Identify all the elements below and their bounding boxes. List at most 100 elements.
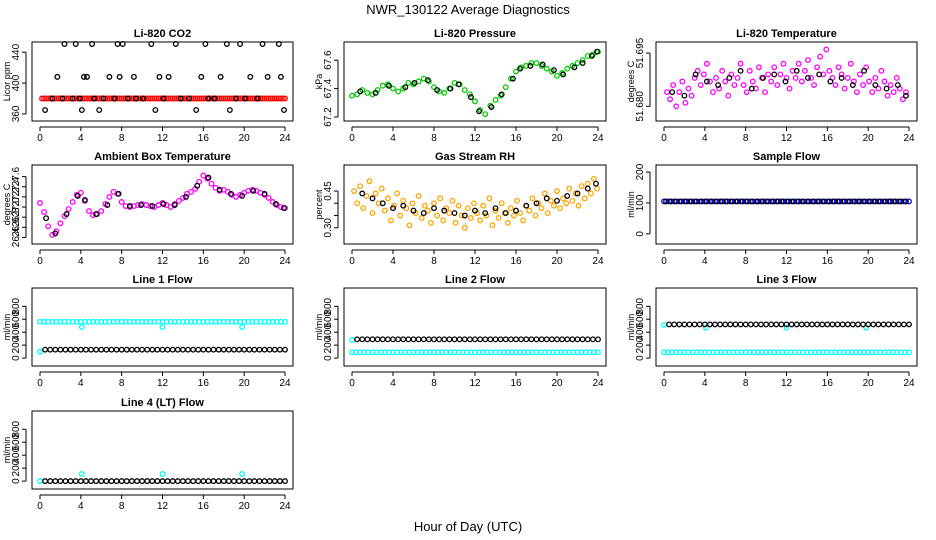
data-point [172, 41, 179, 47]
data-point [902, 89, 909, 96]
panel-title: Li-820 CO2 [134, 28, 191, 40]
x-tick-label: 12 [781, 256, 793, 267]
x-tick-label: 24 [903, 133, 915, 144]
data-point [829, 321, 836, 328]
data-point [471, 200, 477, 207]
data-point [528, 336, 535, 343]
data-point [76, 95, 83, 102]
data-point [574, 336, 581, 343]
y-tick-label: 800 [11, 297, 22, 314]
data-point [875, 321, 882, 328]
data-point [579, 57, 586, 64]
data-point [554, 72, 560, 79]
data-point [77, 478, 84, 485]
x-tick-label: 0 [37, 256, 43, 267]
data-point [574, 60, 581, 66]
data-point [574, 190, 581, 197]
chart-panel: Li-820 CO2 0 4 8 12 16 20 24 360 400 440 Licor ppm [2, 28, 294, 144]
data-point [174, 478, 181, 485]
data-point [247, 73, 254, 80]
data-point [513, 336, 519, 343]
data-point [277, 73, 284, 80]
x-tick-label: 16 [510, 133, 522, 144]
data-point [395, 88, 402, 95]
data-point [123, 346, 130, 353]
data-point [359, 190, 366, 197]
data-point [710, 89, 716, 96]
y-tick-label: 100 [635, 194, 646, 211]
x-tick-label: 24 [592, 256, 604, 267]
data-point [869, 89, 876, 96]
data-point [424, 77, 431, 84]
data-point [220, 346, 227, 353]
data-point [872, 82, 879, 88]
data-point [839, 321, 846, 328]
x-tick-label: 12 [781, 378, 793, 389]
data-point [140, 95, 147, 102]
y-axis-label: degrees C [2, 183, 12, 225]
data-point [424, 207, 431, 214]
data-point [381, 207, 388, 214]
data-point [906, 349, 912, 356]
data-point [236, 346, 243, 353]
data-point [179, 478, 186, 485]
data-point [67, 478, 74, 485]
data-point [405, 336, 412, 343]
data-point [902, 198, 909, 205]
data-point [357, 88, 364, 95]
data-point [533, 60, 540, 66]
data-point [801, 67, 808, 74]
data-point [477, 217, 484, 224]
x-tick-label: 0 [37, 378, 43, 389]
y-tick-label: 0.30 [323, 218, 334, 238]
data-point [118, 346, 125, 353]
x-tick-label: 8 [431, 378, 437, 389]
data-point [231, 346, 237, 353]
data-point [62, 478, 69, 485]
data-point [185, 346, 191, 353]
data-point [364, 89, 371, 96]
data-point [441, 336, 448, 343]
data-point [713, 74, 720, 81]
x-tick-label: 4 [390, 256, 396, 267]
y-tick-label: 600 [11, 310, 22, 327]
data-point [242, 95, 249, 102]
x-tick-label: 0 [661, 256, 667, 267]
data-point [149, 203, 156, 209]
data-point [884, 92, 891, 99]
data-point [138, 202, 145, 208]
data-point [456, 336, 463, 343]
x-tick-label: 12 [469, 256, 481, 267]
data-point [395, 336, 402, 343]
data-point [860, 82, 867, 88]
data-point [492, 207, 499, 214]
data-point [855, 321, 861, 328]
data-point [883, 85, 890, 92]
x-tick-label: 20 [551, 378, 563, 389]
data-point [560, 195, 567, 202]
y-tick-label: 440 [11, 43, 22, 60]
data-point [169, 346, 176, 353]
data-point [696, 321, 703, 328]
data-point [280, 95, 286, 102]
data-point [217, 73, 224, 80]
data-point [77, 189, 84, 196]
data-point [259, 41, 266, 47]
data-point [369, 336, 376, 343]
data-point [458, 212, 465, 219]
data-point [681, 92, 688, 99]
data-point [480, 202, 487, 209]
x-tick-label: 8 [431, 133, 437, 144]
x-tick-label: 0 [661, 378, 667, 389]
data-point [517, 210, 524, 217]
data-point [691, 321, 698, 328]
data-point [420, 336, 427, 343]
data-point [84, 73, 90, 80]
x-tick-label: 20 [239, 378, 251, 389]
plot-frame [31, 410, 294, 490]
x-tick-label: 20 [239, 256, 251, 267]
data-point [410, 207, 417, 214]
data-point [379, 200, 386, 207]
data-point [890, 321, 897, 328]
data-point [78, 324, 85, 330]
